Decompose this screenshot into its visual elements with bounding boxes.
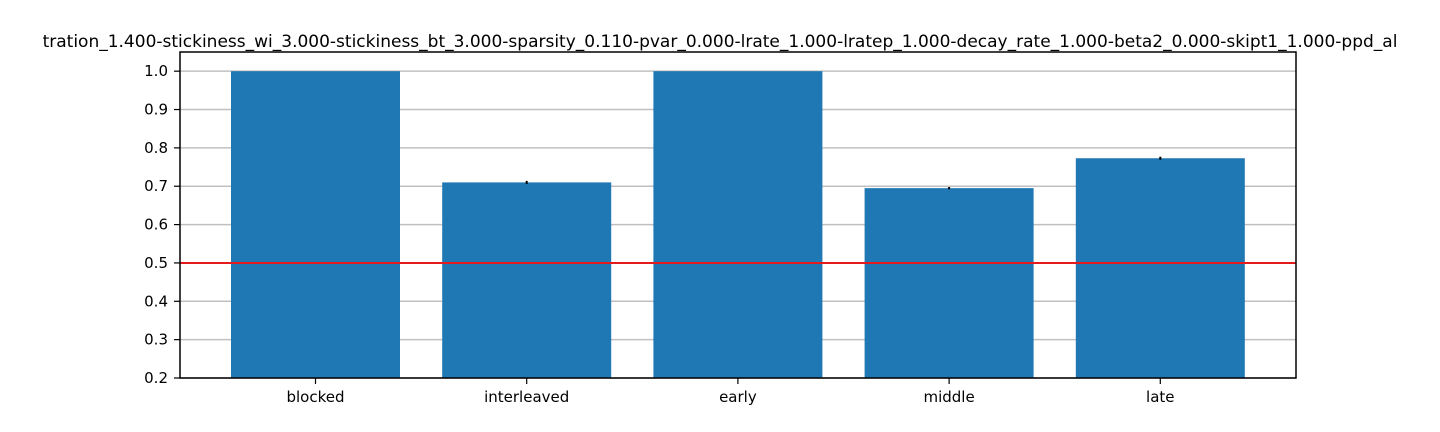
y-tick-label-7: 0.9 — [144, 101, 168, 119]
x-tick-label-interleaved: interleaved — [484, 388, 569, 406]
y-axis-ticks: 0.2 0.3 0.4 0.5 0.6 0.7 0.8 0.9 1.0 — [144, 62, 180, 387]
x-tick-label-blocked: blocked — [286, 388, 344, 406]
y-tick-label-8: 1.0 — [144, 62, 168, 80]
y-tick-label-1: 0.3 — [144, 331, 168, 349]
error-bars — [525, 156, 1162, 190]
bar-blocked — [231, 71, 400, 379]
x-axis-ticks: blocked interleaved early middle late — [286, 378, 1175, 406]
y-tick-label-6: 0.8 — [144, 139, 168, 157]
bar-interleaved — [442, 182, 612, 378]
bar-middle — [864, 188, 1034, 378]
y-tick-label-2: 0.4 — [144, 292, 168, 310]
bar-late — [1075, 158, 1245, 378]
bar-early — [653, 71, 823, 379]
x-tick-label-early: early — [719, 388, 757, 406]
y-tick-label-0: 0.2 — [144, 369, 168, 387]
bars — [231, 71, 1245, 379]
x-tick-label-middle: middle — [923, 388, 974, 406]
chart-title: tration_1.400-stickiness_wi_3.000-sticki… — [43, 32, 1398, 52]
y-tick-label-4: 0.6 — [144, 216, 168, 234]
y-tick-label-5: 0.7 — [144, 177, 168, 195]
x-tick-label-late: late — [1146, 388, 1174, 406]
y-tick-label-3: 0.5 — [144, 254, 168, 272]
